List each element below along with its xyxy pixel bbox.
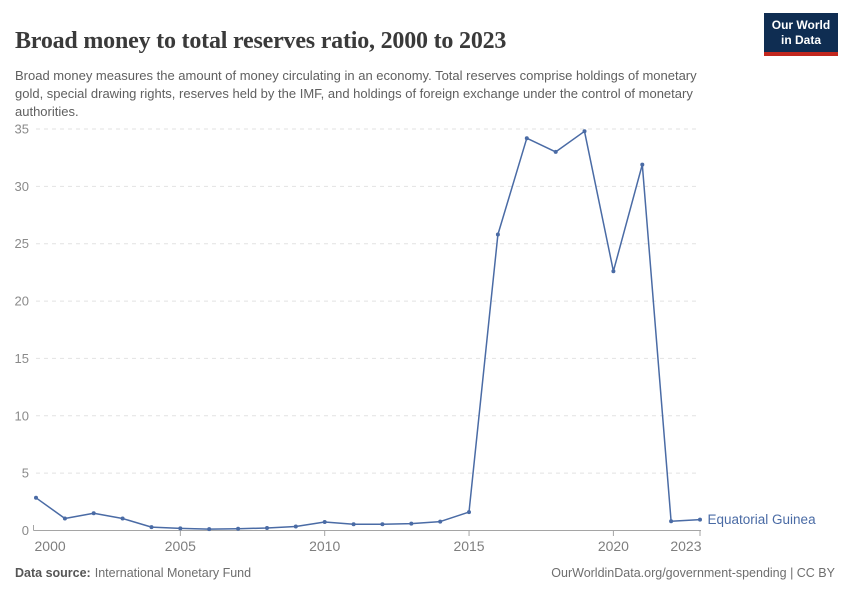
data-point-2002[interactable] — [91, 511, 96, 516]
data-point-2013[interactable] — [409, 521, 414, 526]
y-tick-label: 10 — [15, 408, 29, 423]
data-source: Data source: International Monetary Fund — [15, 566, 251, 580]
x-tick-label: 2005 — [165, 538, 196, 554]
data-point-2018[interactable] — [553, 149, 558, 154]
y-tick-label: 5 — [22, 466, 29, 481]
x-tick-label: 2000 — [35, 538, 66, 554]
x-tick-label: 2010 — [309, 538, 340, 554]
data-point-2009[interactable] — [293, 524, 298, 529]
y-tick-label: 15 — [15, 351, 29, 366]
y-tick-label: 25 — [15, 236, 29, 251]
y-tick-label: 30 — [15, 179, 29, 194]
chart-title: Broad money to total reserves ratio, 200… — [15, 28, 507, 55]
data-point-2003[interactable] — [120, 516, 125, 521]
x-tick-label: 2015 — [453, 538, 484, 554]
data-point-2020[interactable] — [611, 269, 616, 274]
data-point-2001[interactable] — [62, 516, 67, 521]
data-point-2005[interactable] — [178, 526, 183, 531]
data-point-2011[interactable] — [351, 522, 356, 527]
data-point-2010[interactable] — [322, 520, 327, 524]
y-tick-label: 35 — [15, 122, 29, 137]
data-point-2007[interactable] — [236, 526, 241, 531]
y-tick-label: 20 — [15, 294, 29, 309]
data-point-2008[interactable] — [265, 526, 269, 530]
data-source-value: International Monetary Fund — [94, 566, 252, 580]
data-point-2019[interactable] — [582, 129, 587, 134]
series-label[interactable]: Equatorial Guinea — [708, 512, 817, 527]
data-point-2012[interactable] — [380, 522, 385, 527]
owid-logo-line1: Our World — [771, 18, 831, 32]
data-point-2006[interactable] — [207, 527, 212, 532]
credit-line: OurWorldinData.org/government-spending |… — [551, 566, 835, 580]
data-point-2015[interactable] — [467, 510, 471, 515]
chart-footer: Data source: International Monetary Fund … — [15, 566, 835, 580]
data-point-2017[interactable] — [524, 136, 529, 141]
data-point-2021[interactable] — [640, 162, 645, 167]
data-point-2016[interactable] — [495, 232, 500, 237]
data-point-2004[interactable] — [149, 525, 154, 530]
y-tick-label: 0 — [22, 523, 29, 538]
data-point-2014[interactable] — [438, 519, 443, 524]
data-point-2000[interactable] — [34, 495, 38, 500]
owid-logo[interactable]: Our World in Data — [764, 13, 838, 56]
owid-logo-line2: in Data — [780, 33, 821, 47]
data-point-2022[interactable] — [669, 519, 674, 524]
x-tick-label: 2020 — [598, 538, 629, 554]
x-tick-label: 2023 — [670, 538, 701, 554]
data-line[interactable] — [35, 130, 701, 530]
chart-subtitle: Broad money measures the amount of money… — [15, 68, 697, 119]
data-point-2023[interactable] — [698, 517, 702, 522]
data-source-label: Data source: — [15, 566, 91, 580]
